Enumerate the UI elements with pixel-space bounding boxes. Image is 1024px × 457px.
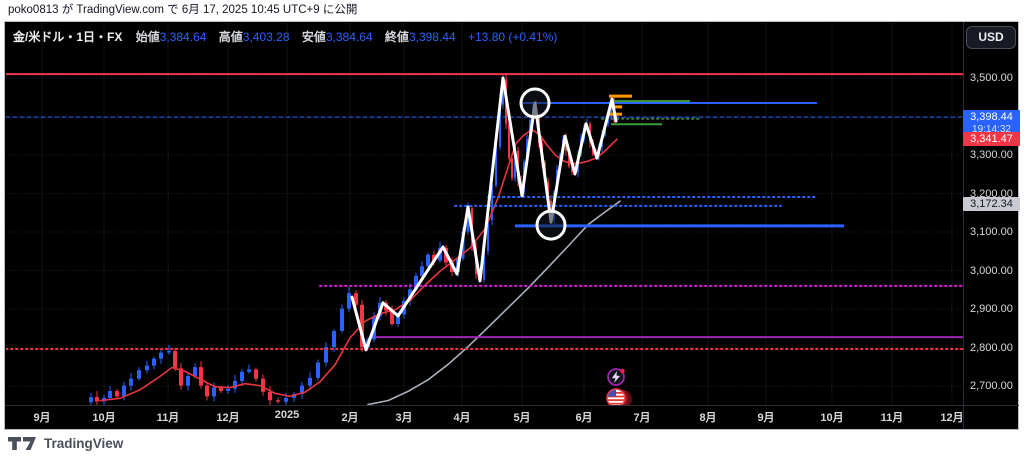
close-value: 3,398.44 bbox=[408, 30, 456, 44]
time-axis-label[interactable]: 7月 bbox=[633, 412, 651, 424]
time-axis-label[interactable]: 10月 bbox=[820, 412, 844, 424]
symbol-header[interactable]: 金/米ドル・1日・FX 始値3,384.64 高値3,403.28 安値3,38… bbox=[13, 28, 558, 44]
gray-ma-badge: 3,172.34 bbox=[963, 197, 1020, 212]
publish-text: poko0813 が TradingView.com で 6月 17, 2025… bbox=[8, 4, 358, 16]
high-label: 高値 bbox=[218, 30, 243, 44]
brand-name: TradingView bbox=[44, 435, 124, 451]
last-price-badge: 3,398.44 19:14:32 bbox=[963, 110, 1020, 137]
tradingview-logo-icon bbox=[8, 436, 36, 450]
time-axis-label[interactable]: 3月 bbox=[395, 412, 413, 424]
time-axis-separator bbox=[5, 405, 1019, 406]
open-value: 3,384.64 bbox=[159, 30, 207, 44]
time-axis-label[interactable]: 8月 bbox=[699, 412, 717, 424]
time-axis-label[interactable]: 9月 bbox=[33, 412, 51, 424]
price-axis-label[interactable]: 2,800.00 bbox=[970, 341, 1013, 354]
badge-price-text: 3,341.47 bbox=[970, 133, 1013, 146]
time-axis-label[interactable]: 5月 bbox=[513, 412, 531, 424]
open-label: 始値 bbox=[135, 30, 160, 44]
currency-toggle-button[interactable]: USD bbox=[966, 26, 1016, 49]
price-axis-label[interactable]: 3,300.00 bbox=[970, 149, 1013, 161]
publish-bar: poko0813 が TradingView.com で 6月 17, 2025… bbox=[0, 0, 1024, 21]
time-axis-label[interactable]: 9月 bbox=[757, 412, 775, 424]
red-ma-badge: 3,341.47 bbox=[963, 132, 1020, 147]
price-axis-label[interactable]: 2,700.00 bbox=[970, 380, 1013, 392]
time-axis-label[interactable]: 10月 bbox=[92, 412, 116, 424]
time-axis-label[interactable]: 2月 bbox=[341, 412, 359, 424]
time-axis-label[interactable]: 12月 bbox=[940, 412, 964, 424]
price-axis-label[interactable]: 3,200.00 bbox=[970, 187, 1013, 200]
badge-price-text: 3,172.34 bbox=[970, 198, 1013, 211]
tradingview-attribution[interactable]: TradingView bbox=[8, 434, 123, 452]
time-axis-label[interactable]: 11月 bbox=[156, 412, 180, 424]
high-value: 3,403.28 bbox=[242, 30, 290, 44]
price-axis-label[interactable]: 3,500.00 bbox=[970, 72, 1013, 84]
badge-price-text: 3,398.44 bbox=[970, 111, 1013, 124]
price-axis-label[interactable]: 3,100.00 bbox=[970, 226, 1013, 238]
time-axis-label[interactable]: 12月 bbox=[216, 412, 240, 424]
close-label: 終値 bbox=[384, 30, 409, 44]
chart-card bbox=[4, 21, 1019, 430]
change-value: +13.80 (+0.41%) bbox=[468, 30, 558, 44]
price-axis-label[interactable]: 2,900.00 bbox=[970, 303, 1013, 315]
price-axis-label[interactable]: 3,000.00 bbox=[970, 264, 1013, 277]
price-axis-separator bbox=[963, 22, 964, 429]
symbol-title[interactable]: 金/米ドル・1日・FX bbox=[13, 30, 123, 44]
time-axis-label[interactable]: 11月 bbox=[880, 412, 904, 424]
countdown-timer: 19:14:32 bbox=[972, 124, 1011, 136]
time-axis-label[interactable]: 4月 bbox=[453, 412, 471, 424]
low-label: 安値 bbox=[301, 30, 326, 44]
time-axis-label[interactable]: 2025 bbox=[274, 409, 300, 421]
time-axis-label[interactable]: 6月 bbox=[575, 412, 593, 424]
low-value: 3,384.64 bbox=[325, 30, 373, 44]
